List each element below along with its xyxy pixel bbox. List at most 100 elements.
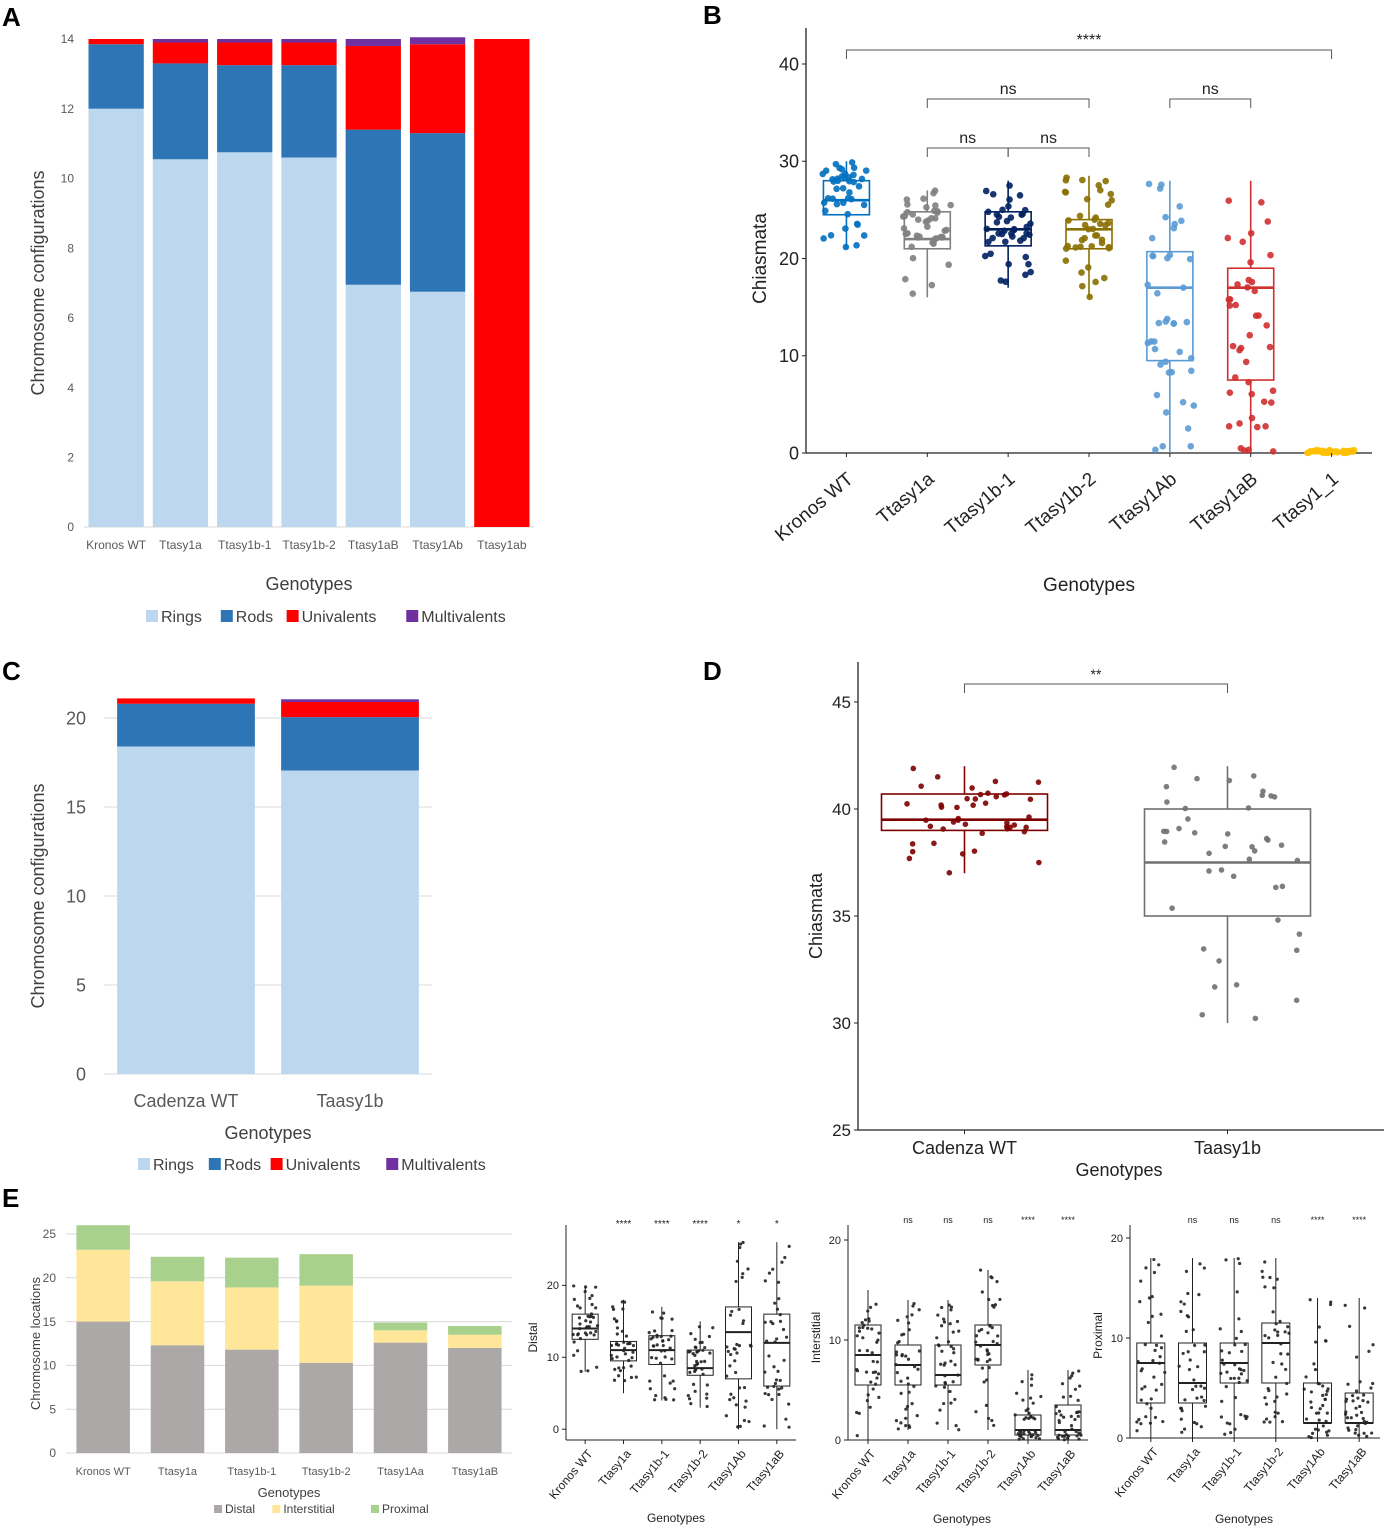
data-point-ttasy1b-1	[948, 1389, 952, 1394]
data-point-ttasy1a	[1177, 1364, 1181, 1368]
data-point-ttasy1b-1	[1243, 1342, 1247, 1347]
data-point-ttasy1b-1	[936, 1313, 940, 1317]
data-point-kronos-wt	[855, 1367, 859, 1372]
data-point-ttasy1a	[617, 1366, 621, 1370]
data-point-ttasy1a	[901, 212, 908, 220]
data-point-ttasy1ab	[1323, 1339, 1328, 1343]
data-point-ttasy1b-1	[935, 1421, 939, 1425]
data-point-kronos-wt	[868, 1305, 873, 1309]
data-point-cadenza-wt	[946, 869, 953, 876]
data-point-ttasy1a	[902, 230, 910, 238]
data-point-ttasy1b-1	[989, 190, 997, 198]
y-tick-label: 0	[1117, 1433, 1123, 1445]
data-point-ttasy1b-2	[699, 1360, 703, 1364]
data-point-ttasy1b-2	[694, 1346, 698, 1350]
data-point-ttasy1ab	[1033, 1429, 1037, 1433]
data-point-kronos-wt	[869, 1380, 873, 1384]
data-point-taasy1b	[1224, 831, 1231, 837]
data-point-ttasy1b-1	[995, 230, 1002, 237]
bar-rods-ttasy1b-1	[217, 65, 273, 153]
data-point-ttasy1a	[1202, 1398, 1206, 1403]
data-point-ttasy1ab	[1162, 409, 1170, 416]
data-point-kronos-wt	[578, 1337, 583, 1341]
y-tick-label: 45	[832, 693, 851, 712]
data-point-ttasy1ab	[742, 1385, 747, 1390]
x-tick-label: Ttasy1b-2	[1022, 469, 1100, 539]
data-point-cadenza-wt	[982, 800, 989, 806]
data-point-ttasy1ab	[732, 1396, 736, 1400]
data-point-ttasy1ab	[741, 1240, 745, 1245]
data-point-ttasy1ab	[735, 1351, 739, 1355]
data-point-ttasy1b-2	[687, 1397, 692, 1401]
data-point-ttasy1b-1	[993, 219, 1001, 226]
x-axis-title: Genotypes	[1215, 1512, 1273, 1526]
data-point-ttasy1ab	[1327, 1429, 1331, 1433]
data-point-ttasy1a	[623, 1352, 627, 1356]
data-point-ttasy1b-1	[655, 1343, 659, 1347]
data-point-ttasy1a	[907, 1328, 911, 1332]
data-point-kronos-wt	[820, 199, 828, 206]
data-point-ttasy1a	[941, 227, 949, 235]
data-point-kronos-wt	[590, 1294, 594, 1298]
data-point-kronos-wt	[861, 1336, 865, 1340]
data-point-ttasy1b-1	[942, 1317, 946, 1321]
data-point-ttasy1ab	[1226, 302, 1234, 309]
data-point-kronos-wt	[1161, 1419, 1165, 1424]
data-point-ttasy1b-1	[1219, 1415, 1224, 1419]
data-point-ttasy1b-2	[1102, 177, 1109, 185]
data-point-ttasy1ab	[1036, 1433, 1040, 1437]
data-point-kronos-wt	[844, 210, 852, 218]
data-point-cadenza-wt	[1036, 859, 1042, 866]
data-point-ttasy1a	[613, 1367, 617, 1371]
data-point-ttasy1b-1	[1239, 1413, 1243, 1417]
box-ttasy1b-2	[1065, 218, 1113, 250]
data-point-ttasy1b-2	[1267, 1388, 1271, 1393]
data-point-ttasy1ab	[742, 1418, 746, 1423]
data-point-ttasy1b-1	[670, 1317, 674, 1321]
data-point-ttasy1ab	[1321, 1403, 1325, 1408]
data-point-ttasy1b-1	[667, 1338, 671, 1342]
data-point-kronos-wt	[848, 159, 856, 166]
data-point-taasy1b	[1161, 839, 1168, 845]
significance-label: ns	[1271, 1215, 1281, 1225]
bar-univalents-ttasy1ab	[474, 39, 530, 527]
y-tick-label: 20	[547, 1280, 559, 1292]
data-point-ttasy1ab	[1246, 331, 1254, 339]
data-point-ttasy1ab	[725, 1345, 729, 1349]
data-point-ttasy1b-1	[949, 1401, 953, 1405]
data-point-kronos-wt	[871, 1359, 875, 1364]
data-point-kronos-wt	[1154, 1343, 1159, 1347]
data-point-ttasy1b-1	[940, 1324, 944, 1328]
data-point-ttasy1b-1	[984, 208, 992, 216]
legend-label-rings: Rings	[153, 1157, 194, 1174]
data-point-kronos-wt	[1159, 1346, 1164, 1350]
data-point-ttasy1b-2	[996, 1334, 1000, 1338]
data-point-ttasy1a	[909, 254, 917, 262]
bar-proximal-ttasy1aa	[373, 1322, 428, 1331]
data-point-ttasy1b-1	[948, 1322, 952, 1326]
data-point-kronos-wt	[1147, 1296, 1152, 1300]
data-point-cadenza-wt	[1035, 779, 1042, 785]
data-point-ttasy1b-2	[707, 1334, 711, 1339]
bar-interstitial-ttasy1a	[150, 1281, 205, 1346]
data-point-ttasy1ab	[1357, 1433, 1361, 1437]
data-point-ttasy1b-1	[659, 1349, 663, 1353]
data-point-ttasy1b-1	[1224, 1385, 1228, 1389]
data-point-ttasy1ab	[1165, 369, 1173, 376]
data-point-ttasy1a	[904, 1416, 908, 1420]
data-point-ttasy1b-1	[1245, 1415, 1249, 1419]
box-ttasy1b-1	[934, 1344, 962, 1386]
data-point-ttasy1ab	[776, 1369, 780, 1373]
data-point-taasy1b	[1293, 997, 1300, 1004]
data-point-ttasy1b-2	[988, 1324, 992, 1328]
data-point-kronos-wt	[1138, 1300, 1142, 1304]
data-point-ttasy1b-2	[1286, 1325, 1290, 1329]
data-point-ttasy1a	[901, 275, 909, 283]
panel-e-stacked-chart: 0 5 10 15 20 25 Kronos WT Ttasy1a Ttasy1b-1 Ttasy…	[28, 1225, 512, 1516]
y-tick-label: 8	[67, 241, 74, 255]
data-point-ttasy1b-1	[1023, 223, 1031, 231]
data-point-ttasy1a	[1200, 1395, 1204, 1399]
data-point-ttasy1b-1	[993, 211, 1001, 218]
data-point-ttasy1b-1	[1219, 1371, 1223, 1375]
data-point-cadenza-wt	[972, 796, 979, 802]
